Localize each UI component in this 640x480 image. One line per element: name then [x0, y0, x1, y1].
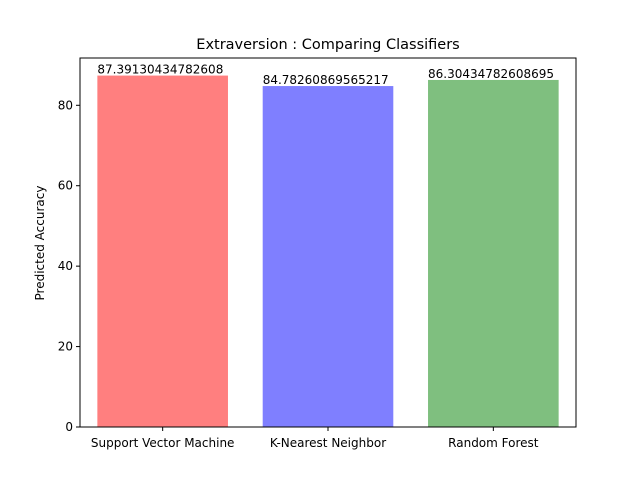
- x-tick-label: K-Nearest Neighbor: [270, 436, 386, 450]
- data-label: 87.39130434782608: [97, 63, 223, 77]
- data-label: 84.78260869565217: [263, 73, 389, 87]
- y-tick-label: 40: [58, 259, 73, 273]
- y-tick-label: 0: [65, 420, 73, 434]
- y-tick-label: 20: [58, 340, 73, 354]
- bar-random-forest: [428, 79, 559, 427]
- x-tick-label: Random Forest: [448, 436, 539, 450]
- y-tick-label: 80: [58, 98, 73, 112]
- bar-k-nearest-neighbor: [262, 86, 394, 428]
- y-tick-label: 60: [58, 179, 73, 193]
- y-axis-label: Predicted Accuracy: [33, 186, 47, 301]
- plot-area: 87.39130434782608 Support Vector Machine 8…: [58, 57, 577, 450]
- plot-frame: [79, 57, 577, 428]
- chart-title: Extraversion : Comparing Classifiers: [196, 37, 459, 53]
- x-tick-label: Support Vector Machine: [91, 436, 235, 450]
- bar-support-vector-machine: [97, 75, 228, 427]
- data-label: 86.30434782608695: [428, 67, 554, 81]
